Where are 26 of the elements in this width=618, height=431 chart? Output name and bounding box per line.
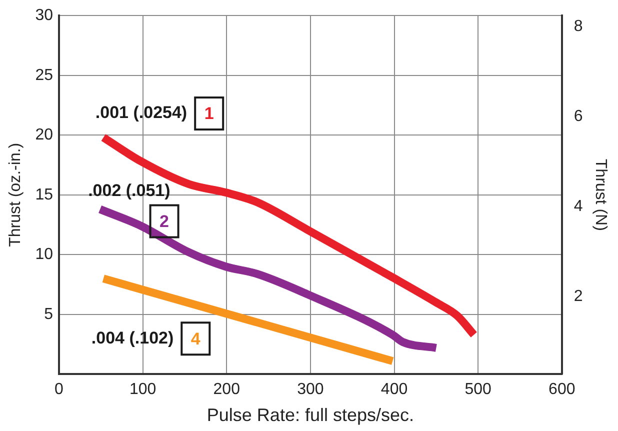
y2-tick-label: 6 bbox=[574, 108, 583, 125]
series-label: .004 (.102) bbox=[91, 328, 174, 348]
series-label: .002 (.051) bbox=[88, 180, 170, 200]
x-axis-title: Pulse Rate: full steps/sec. bbox=[206, 405, 414, 426]
x-tick-label: 300 bbox=[297, 381, 324, 398]
x-tick-label: 100 bbox=[129, 381, 156, 398]
y2-tick-label: 8 bbox=[574, 18, 583, 35]
series-label: .001 (.0254) bbox=[95, 103, 188, 122]
annotation: 2 bbox=[160, 212, 170, 231]
x-tick-label: 200 bbox=[213, 381, 240, 398]
y-tick-label: 10 bbox=[35, 246, 54, 264]
y-tick-label: 15 bbox=[35, 186, 54, 204]
y2-tick-label: 2 bbox=[574, 288, 583, 305]
x-tick-label: 500 bbox=[464, 381, 492, 398]
y-tick-label: 5 bbox=[44, 306, 54, 323]
y2-tick-label: 4 bbox=[574, 198, 583, 215]
y2-axis-title: Thrust (N) bbox=[592, 158, 609, 231]
x-tick-label: 600 bbox=[548, 381, 576, 398]
y-tick-label: 20 bbox=[35, 126, 54, 144]
annotation: 4 bbox=[190, 329, 201, 348]
annotation: 1 bbox=[204, 104, 214, 124]
y-tick-label: 30 bbox=[35, 7, 54, 24]
y-tick-label: 25 bbox=[35, 66, 54, 84]
x-tick-label: 400 bbox=[380, 381, 408, 398]
y-axis-title: Thrust (oz.-in.) bbox=[7, 142, 24, 247]
x-tick-label: 0 bbox=[54, 381, 64, 398]
